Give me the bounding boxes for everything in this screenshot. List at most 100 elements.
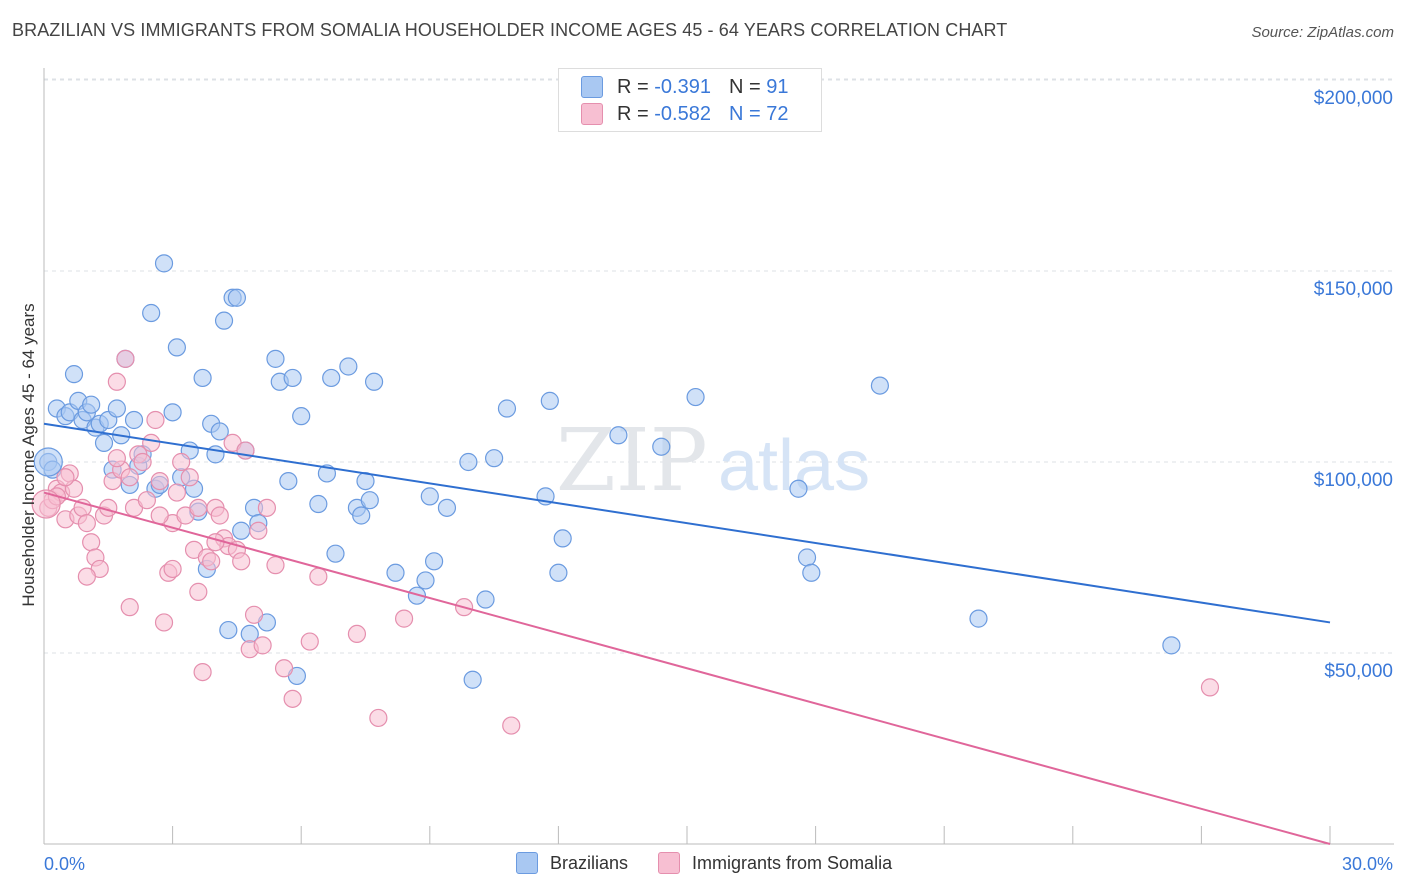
data-point-brazilians <box>279 472 298 491</box>
data-point-somalia <box>394 609 414 628</box>
data-point-brazilians <box>553 529 572 548</box>
y-tick-label: $150,000 <box>1314 279 1393 300</box>
data-point-brazilians <box>210 422 229 441</box>
data-point-brazilians <box>476 590 495 609</box>
data-point-brazilians <box>652 437 671 456</box>
data-point-brazilians <box>416 571 435 590</box>
data-point-brazilians <box>154 254 174 273</box>
data-point-somalia <box>309 567 328 586</box>
legend-row-brazilians: R = -0.391 N = 91 <box>581 75 788 99</box>
data-point-brazilians <box>283 368 302 388</box>
legend-item-brazilians[interactable]: Brazilians <box>516 852 628 874</box>
data-point-brazilians <box>227 288 246 307</box>
data-point-brazilians <box>232 521 251 540</box>
legend-swatch-pink <box>658 852 681 874</box>
x-tick-label-max: 30.0% <box>1342 854 1393 874</box>
data-point-somalia <box>202 552 221 571</box>
data-point-brazilians <box>1162 636 1181 655</box>
data-point-brazilians <box>459 452 478 472</box>
legend-swatch-blue <box>516 852 538 874</box>
data-point-somalia <box>180 468 199 487</box>
data-point-brazilians <box>266 349 285 368</box>
y-tick-label: $100,000 <box>1314 470 1393 491</box>
data-point-brazilians <box>609 426 628 445</box>
legend-r-value: -0.582 <box>654 102 711 125</box>
data-point-brazilians <box>424 552 444 571</box>
data-point-somalia <box>244 605 264 624</box>
data-point-brazilians <box>317 464 337 483</box>
x-tick-label-min: 0.0% <box>44 854 85 874</box>
legend-r-label: R = <box>617 102 649 125</box>
series-legend: Brazilians Immigrants from Somalia <box>516 852 922 874</box>
data-point-somalia <box>142 433 161 452</box>
data-point-somalia <box>283 689 302 708</box>
legend-label-brazilians: Brazilians <box>550 852 629 873</box>
legend-row-somalia: R = -0.582 N = 72 <box>581 102 788 126</box>
data-point-brazilians <box>386 563 405 582</box>
data-point-somalia <box>347 624 367 644</box>
data-point-brazilians <box>163 403 182 422</box>
data-point-brazilians <box>870 376 890 395</box>
data-point-brazilians <box>167 338 186 357</box>
data-point-brazilians <box>463 670 482 689</box>
legend-item-somalia[interactable]: Immigrants from Somalia <box>658 852 892 874</box>
data-point-somalia <box>193 662 212 682</box>
data-point-somalia <box>206 533 225 552</box>
trend-lines <box>43 422 1331 845</box>
data-point-somalia <box>1200 678 1220 697</box>
data-point-somalia <box>82 533 101 552</box>
data-point-brazilians <box>309 494 328 514</box>
data-point-somalia <box>232 552 251 571</box>
data-point-brazilians <box>82 395 101 414</box>
data-point-somalia <box>107 372 126 391</box>
data-point-somalia <box>167 483 186 502</box>
y-tick-label: $50,000 <box>1324 661 1393 682</box>
data-point-somalia <box>77 567 96 586</box>
data-point-brazilians <box>292 407 311 426</box>
data-point-brazilians <box>326 544 345 563</box>
data-point-somalia <box>146 410 165 430</box>
data-point-somalia <box>31 489 61 519</box>
data-point-somalia <box>274 659 294 678</box>
legend-swatch-pink <box>581 103 603 125</box>
data-point-brazilians <box>142 303 161 323</box>
stats-legend: R = -0.391 N = 91 R = -0.582 N = 72 <box>558 68 822 132</box>
data-point-brazilians <box>364 372 384 391</box>
legend-r-label: R = <box>617 75 649 98</box>
data-point-brazilians <box>549 563 568 582</box>
data-point-somalia <box>266 556 285 575</box>
data-point-brazilians <box>33 447 63 477</box>
data-points <box>31 254 1220 735</box>
data-point-brazilians <box>497 399 517 418</box>
data-point-somalia <box>150 472 169 491</box>
data-point-brazilians <box>789 479 808 498</box>
data-point-brazilians <box>352 506 371 525</box>
data-point-somalia <box>189 498 208 517</box>
data-point-brazilians <box>219 620 238 640</box>
data-point-brazilians <box>339 357 358 376</box>
data-point-brazilians <box>437 498 457 517</box>
data-point-brazilians <box>797 548 817 567</box>
data-point-somalia <box>120 468 139 487</box>
data-point-somalia <box>172 452 191 472</box>
data-point-somalia <box>77 514 96 533</box>
chart-title: BRAZILIAN VS IMMIGRANTS FROM SOMALIA HOU… <box>12 20 1008 40</box>
data-point-somalia <box>107 449 126 468</box>
data-point-somalia <box>300 632 319 651</box>
data-point-brazilians <box>686 387 705 407</box>
watermark-zip: ZIP <box>556 411 708 511</box>
data-point-somalia <box>189 582 208 601</box>
legend-n-label: N = <box>728 75 761 98</box>
data-point-somalia <box>502 716 521 735</box>
legend-n-label: N = 72 <box>728 102 789 125</box>
data-point-brazilians <box>94 433 114 452</box>
data-point-somalia <box>369 708 388 728</box>
legend-swatch-blue <box>581 76 603 98</box>
data-point-somalia <box>163 559 182 579</box>
data-point-somalia <box>116 349 135 368</box>
legend-n-value: 91 <box>766 75 789 98</box>
data-point-brazilians <box>485 449 504 468</box>
data-point-brazilians <box>322 368 341 388</box>
trend-line-brazilians <box>43 422 1331 624</box>
